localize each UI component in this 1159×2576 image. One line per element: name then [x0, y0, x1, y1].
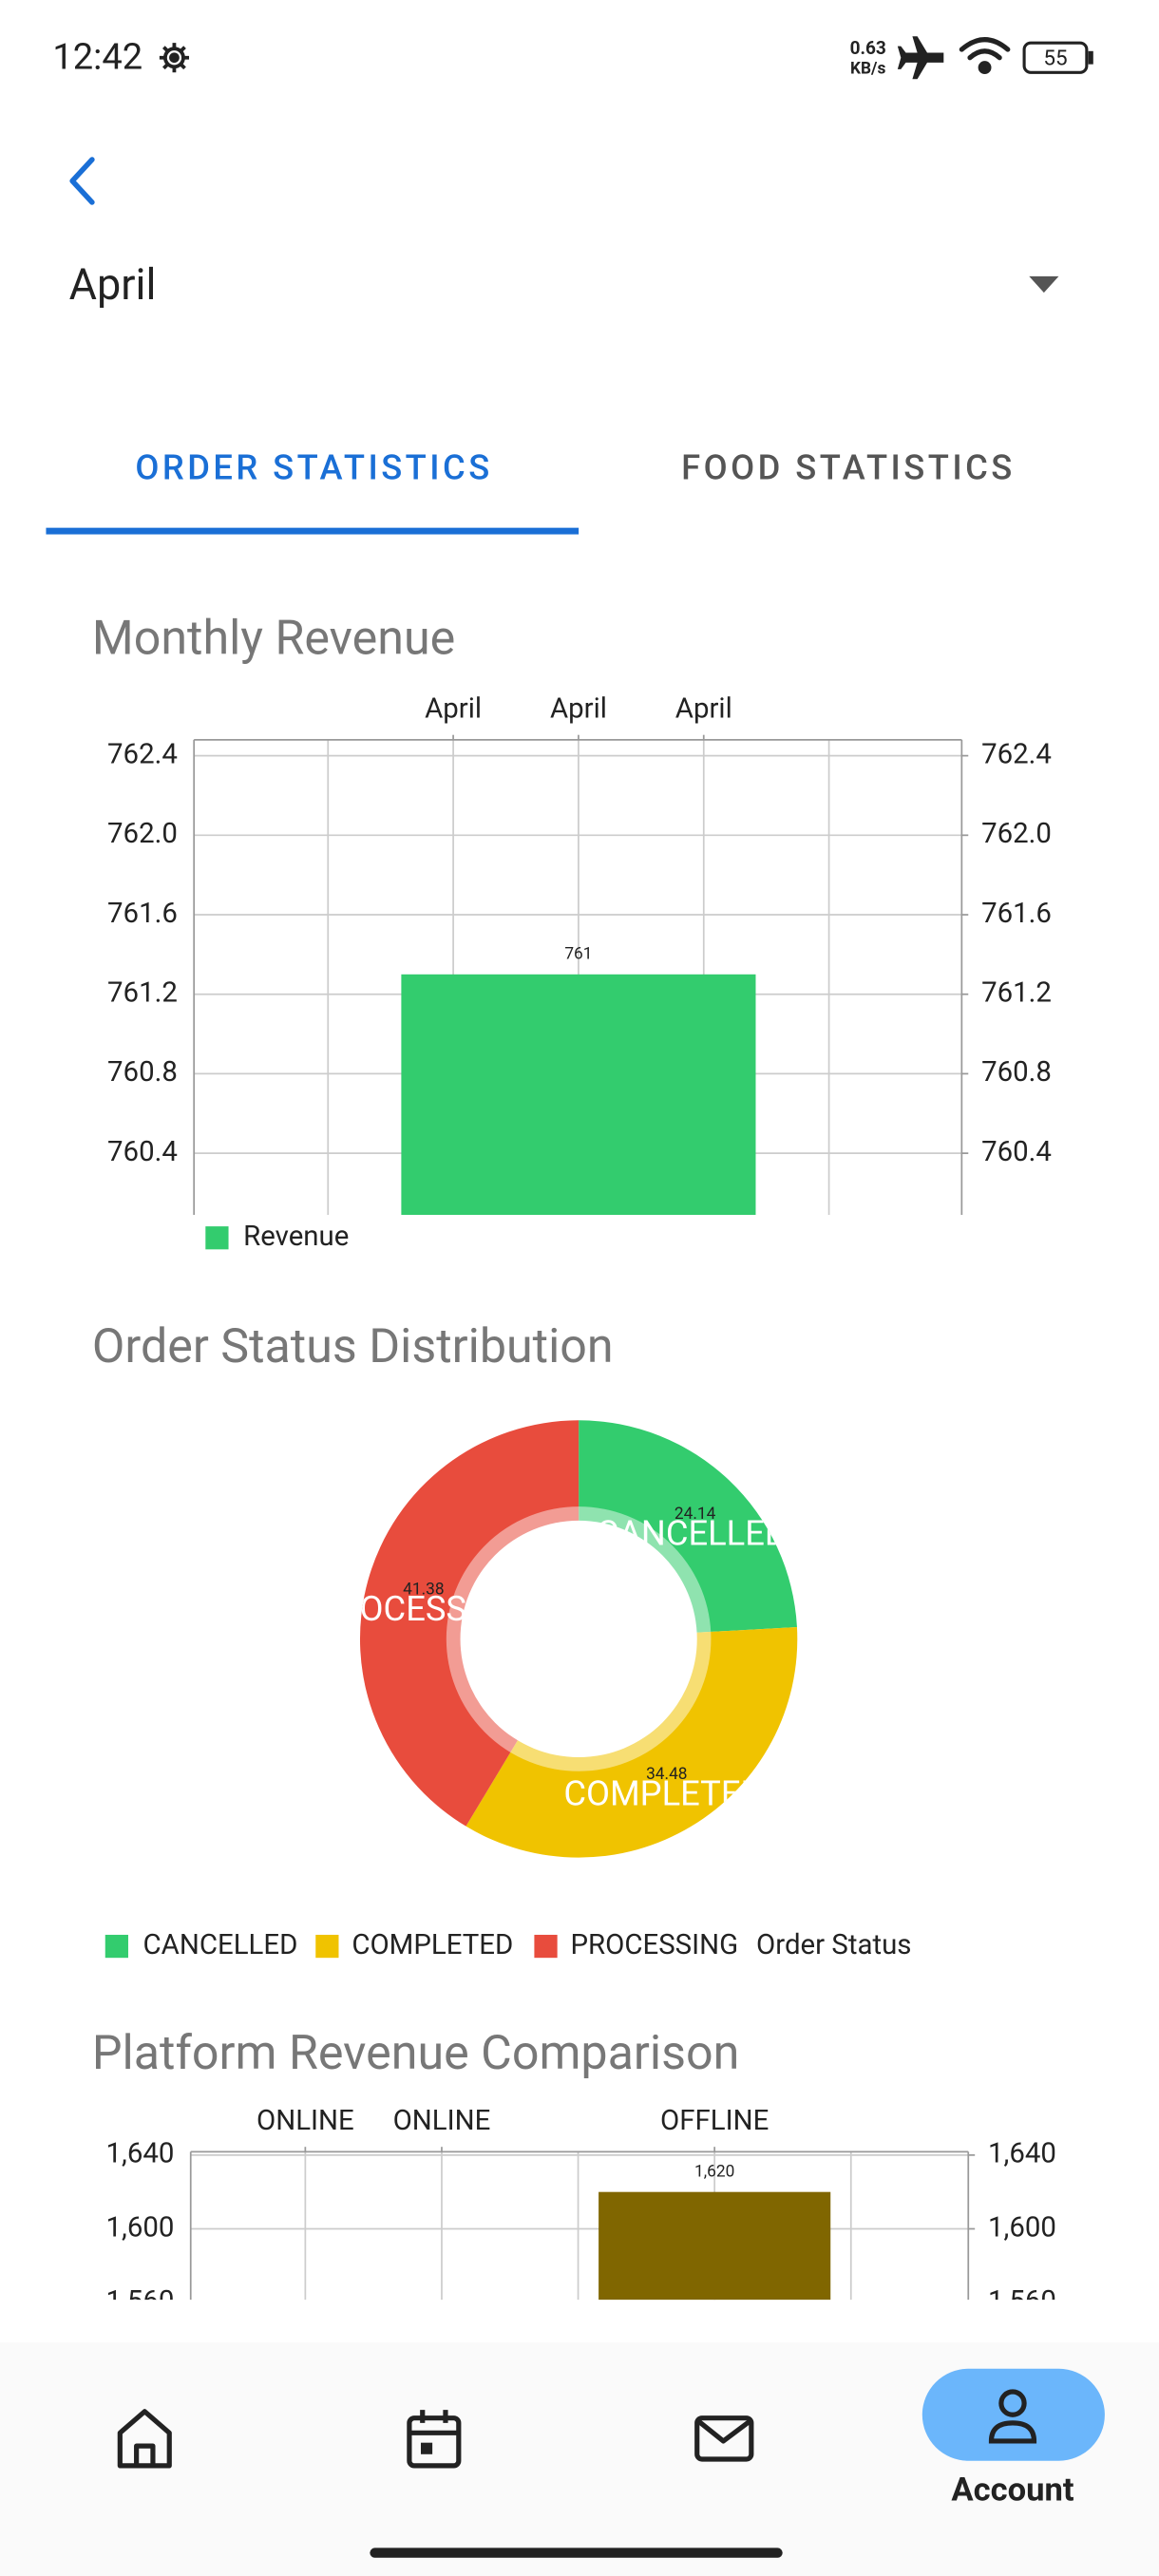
y-tick-label: 761.6	[107, 898, 178, 930]
y2-tick-label: 761.2	[981, 976, 1052, 1009]
chart-title: Monthly Revenue	[92, 610, 455, 666]
nav-home[interactable]	[117, 2409, 172, 2469]
y-tick-label: 761.2	[107, 976, 178, 1009]
x-tick-label: April	[675, 692, 732, 725]
slice-name: PROCESSING	[316, 1588, 523, 1629]
chart-title: Platform Revenue Comparison	[92, 2025, 739, 2081]
legend-series-name: Order Status	[756, 1929, 911, 1961]
legend-swatch	[315, 1934, 339, 1959]
chart-title: Order Status Distribution	[92, 1318, 614, 1374]
y2-tick-label: 760.4	[981, 1136, 1052, 1168]
y-tick-label: 760.4	[107, 1136, 178, 1168]
dropdown-arrow[interactable]	[1029, 275, 1059, 294]
y-tick-label: 1,600	[106, 2211, 175, 2244]
y2-tick-label: 762.0	[981, 818, 1052, 850]
bar-value-label: 1,620	[694, 2162, 734, 2181]
y-tick-label: 760.8	[107, 1056, 178, 1089]
tab-order-statistics[interactable]: ORDER STATISTICS	[135, 447, 492, 488]
bar	[598, 2191, 831, 2301]
legend-label: COMPLETED	[352, 1929, 513, 1961]
y2-tick-label: 761.6	[981, 898, 1052, 930]
y2-tick-label: 1,640	[988, 2138, 1056, 2170]
airplane-icon	[897, 36, 944, 80]
battery-level: 55	[1043, 46, 1067, 70]
y-tick-label: 762.0	[107, 818, 178, 850]
nav-mail[interactable]	[694, 2415, 754, 2462]
slice-value: 34.48	[646, 1765, 687, 1784]
y-tick-label: 1,640	[106, 2138, 175, 2170]
legend-label: CANCELLED	[143, 1929, 298, 1961]
bar	[401, 974, 756, 1215]
settings-icon	[159, 43, 190, 73]
legend-label: Revenue	[243, 1221, 349, 1253]
legend-label: PROCESSING	[570, 1929, 738, 1961]
slice-value: 24.14	[674, 1505, 716, 1524]
x-tick-label: ONLINE	[393, 2105, 491, 2137]
nav-account-label[interactable]: Account	[951, 2472, 1074, 2510]
nav-calendar[interactable]	[407, 2410, 462, 2469]
y2-tick-label: 1,600	[988, 2211, 1056, 2244]
y2-tick-label: 760.8	[981, 1056, 1052, 1089]
nav-account-icon[interactable]	[988, 2389, 1037, 2444]
status-time: 12:42	[52, 37, 142, 79]
battery-icon: 55	[1022, 41, 1093, 74]
status-speed-unit: KB/s	[850, 59, 885, 78]
slice-value: 41.38	[403, 1581, 444, 1600]
legend-swatch	[534, 1934, 558, 1959]
home-indicator	[370, 2548, 783, 2558]
tab-indicator	[46, 527, 580, 535]
bar-value-label: 761	[564, 945, 592, 964]
donut-ring	[446, 1506, 712, 1771]
x-tick-label: ONLINE	[256, 2105, 354, 2137]
status-speed: 0.63	[850, 37, 886, 59]
x-tick-label: April	[550, 692, 607, 725]
x-tick-label: OFFLINE	[660, 2105, 769, 2137]
back-button[interactable]	[69, 157, 95, 205]
x-tick-label: April	[425, 692, 482, 725]
donut-hole	[460, 1520, 697, 1758]
y-tick-label: 1,560	[106, 2285, 175, 2318]
legend-swatch	[205, 1226, 229, 1250]
y-tick-label: 762.4	[107, 738, 178, 770]
y2-tick-label: 762.4	[981, 738, 1052, 770]
y2-tick-label: 1,560	[988, 2285, 1056, 2318]
month-select[interactable]: April	[69, 259, 157, 310]
slice-name: CANCELLED	[597, 1513, 788, 1554]
legend-swatch	[104, 1934, 128, 1959]
tab-food-statistics[interactable]: FOOD STATISTICS	[681, 447, 1016, 488]
wifi-icon	[959, 37, 1011, 75]
content: Monthly Revenue 760.4 760.8 761.2 761.6 762.0…	[92, 610, 1056, 2318]
